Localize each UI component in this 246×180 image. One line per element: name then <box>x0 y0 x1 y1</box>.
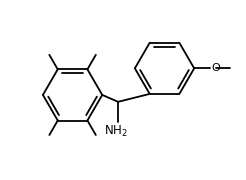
Text: O: O <box>211 63 220 73</box>
Text: NH$_2$: NH$_2$ <box>104 123 128 139</box>
